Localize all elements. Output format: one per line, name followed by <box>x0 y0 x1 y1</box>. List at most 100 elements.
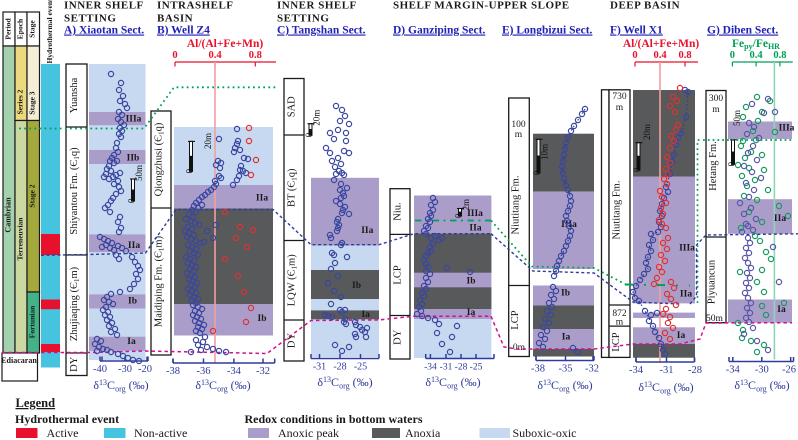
svg-text:-32: -32 <box>585 364 599 375</box>
svg-text:-34: -34 <box>424 363 437 373</box>
svg-text:Ia: Ia <box>127 337 136 347</box>
svg-text:IIa: IIa <box>774 214 786 224</box>
svg-text:DY: DY <box>287 333 298 349</box>
svg-text:BASIN: BASIN <box>157 13 193 25</box>
svg-text:Active: Active <box>47 426 79 440</box>
svg-text:-30: -30 <box>755 365 769 376</box>
svg-text:-31: -31 <box>313 362 326 373</box>
svg-text:δ13Corg (‰): δ13Corg (‰) <box>734 378 789 394</box>
svg-text:Niutitang Fm.: Niutitang Fm. <box>612 181 623 240</box>
svg-text:IIa: IIa <box>361 226 373 236</box>
svg-text:B) Well Z4: B) Well Z4 <box>157 25 210 37</box>
svg-text:0.8: 0.8 <box>249 50 262 61</box>
svg-text:20m: 20m <box>203 133 213 149</box>
svg-text:0m: 0m <box>513 343 526 353</box>
svg-text:Suboxic-oxic: Suboxic-oxic <box>513 426 577 440</box>
svg-text:δ13Corg (‰): δ13Corg (‰) <box>537 378 592 394</box>
svg-text:0.4: 0.4 <box>208 50 222 61</box>
svg-text:Ia: Ia <box>777 305 786 315</box>
svg-text:m: m <box>616 103 624 113</box>
svg-text:Al/(Al+Fe+Mn): Al/(Al+Fe+Mn) <box>623 38 700 50</box>
svg-text:Shiyantou Fm. (Є1q): Shiyantou Fm. (Є1q) <box>69 147 81 235</box>
svg-text:IIb: IIb <box>127 154 140 164</box>
svg-text:Yuansha: Yuansha <box>69 77 80 113</box>
svg-text:A) Xiaotan Sect.: A) Xiaotan Sect. <box>64 25 144 37</box>
svg-text:IIIa: IIIa <box>779 124 795 134</box>
svg-text:IIIa: IIIa <box>467 209 483 219</box>
svg-text:δ13Corg (‰): δ13Corg (‰) <box>425 375 480 391</box>
svg-text:BT (Є1q): BT (Є1q) <box>287 168 299 207</box>
svg-text:Stage 3: Stage 3 <box>28 91 37 114</box>
svg-text:C) Tangshan Sect.: C) Tangshan Sect. <box>277 25 366 37</box>
svg-text:SETTING: SETTING <box>277 13 329 25</box>
svg-text:Ia: Ia <box>677 331 686 341</box>
svg-text:F) Well X1: F) Well X1 <box>610 25 663 37</box>
svg-text:-34: -34 <box>227 366 242 377</box>
svg-text:Non-active: Non-active <box>134 426 187 440</box>
svg-text:20m: 20m <box>312 110 322 126</box>
svg-text:IIa: IIa <box>256 194 268 204</box>
svg-text:INNER SHELF: INNER SHELF <box>277 0 357 12</box>
svg-text:Ib: Ib <box>258 314 267 324</box>
svg-text:-34: -34 <box>726 365 741 376</box>
svg-text:Ib: Ib <box>467 277 476 287</box>
svg-text:IIIa: IIIa <box>126 115 142 125</box>
svg-text:-26: -26 <box>782 365 796 376</box>
svg-text:0.8: 0.8 <box>678 50 691 61</box>
svg-text:Ia: Ia <box>361 310 370 320</box>
svg-text:0.8: 0.8 <box>773 50 786 61</box>
svg-text:SAD: SAD <box>287 96 298 117</box>
svg-text:Ib: Ib <box>561 289 570 299</box>
svg-text:G) Diben Sect.: G) Diben Sect. <box>707 25 778 37</box>
svg-text:Period: Period <box>4 18 13 40</box>
svg-text:DY: DY <box>393 329 404 345</box>
svg-text:730: 730 <box>612 92 627 102</box>
svg-text:0: 0 <box>185 168 195 173</box>
svg-text:Niutitang Fm.: Niutitang Fm. <box>511 176 522 235</box>
svg-text:-20: -20 <box>138 364 152 375</box>
svg-text:Zhujiaqing (Є1m): Zhujiaqing (Є1m) <box>69 266 81 341</box>
svg-text:0: 0 <box>454 213 464 218</box>
svg-text:Legend: Legend <box>16 396 56 410</box>
svg-text:LQW (Є1m): LQW (Є1m) <box>287 254 299 306</box>
svg-text:0: 0 <box>127 198 137 203</box>
svg-text:872: 872 <box>612 309 627 319</box>
svg-text:δ13Corg (‰): δ13Corg (‰) <box>317 375 372 391</box>
svg-text:Ediacaran: Ediacaran <box>1 356 37 365</box>
svg-text:SETTING: SETTING <box>64 13 116 25</box>
svg-text:IIIa: IIIa <box>679 244 695 254</box>
svg-text:Stage 2: Stage 2 <box>28 184 37 207</box>
svg-text:50m: 50m <box>706 314 724 324</box>
svg-text:-25: -25 <box>354 362 367 373</box>
svg-text:-38: -38 <box>166 366 180 377</box>
svg-text:100: 100 <box>511 120 526 130</box>
svg-text:-31: -31 <box>660 365 674 376</box>
svg-text:DY: DY <box>69 356 80 372</box>
svg-text:10m: 10m <box>540 144 550 160</box>
svg-text:m: m <box>616 318 624 328</box>
svg-text:δ13Corg (‰): δ13Corg (‰) <box>638 380 693 396</box>
svg-text:Ib: Ib <box>128 297 137 307</box>
svg-text:Piyuancun: Piyuancun <box>707 259 718 304</box>
svg-text:Maidiping Fm. (Є1m): Maidiping Fm. (Є1m) <box>154 235 166 327</box>
svg-text:Redox conditions in bottom wat: Redox conditions in bottom waters <box>245 412 423 426</box>
svg-text:SHELF MARGIN-UPPER SLOPE: SHELF MARGIN-UPPER SLOPE <box>393 0 570 12</box>
svg-text:Ia: Ia <box>467 308 476 318</box>
svg-text:m: m <box>712 105 720 115</box>
svg-text:20m: 20m <box>642 124 652 140</box>
svg-text:Niu.: Niu. <box>393 202 404 220</box>
svg-text:0.4: 0.4 <box>750 50 764 61</box>
svg-text:δ13Corg (‰): δ13Corg (‰) <box>195 378 250 394</box>
svg-text:Anoxic peak: Anoxic peak <box>278 426 339 440</box>
svg-text:Hetang Fm.: Hetang Fm. <box>708 141 719 191</box>
svg-text:0: 0 <box>172 50 177 61</box>
svg-text:-28: -28 <box>333 362 346 373</box>
svg-text:INTRASHELF: INTRASHELF <box>157 0 234 12</box>
svg-text:LCP: LCP <box>611 332 622 351</box>
svg-text:Ib: Ib <box>352 281 361 291</box>
svg-text:0.4: 0.4 <box>653 50 667 61</box>
svg-text:δ13Corg (‰): δ13Corg (‰) <box>93 378 148 394</box>
svg-text:0: 0 <box>632 50 637 61</box>
svg-text:Epoch: Epoch <box>16 18 25 39</box>
svg-text:Al/(Al+Fe+Mn): Al/(Al+Fe+Mn) <box>187 38 264 50</box>
